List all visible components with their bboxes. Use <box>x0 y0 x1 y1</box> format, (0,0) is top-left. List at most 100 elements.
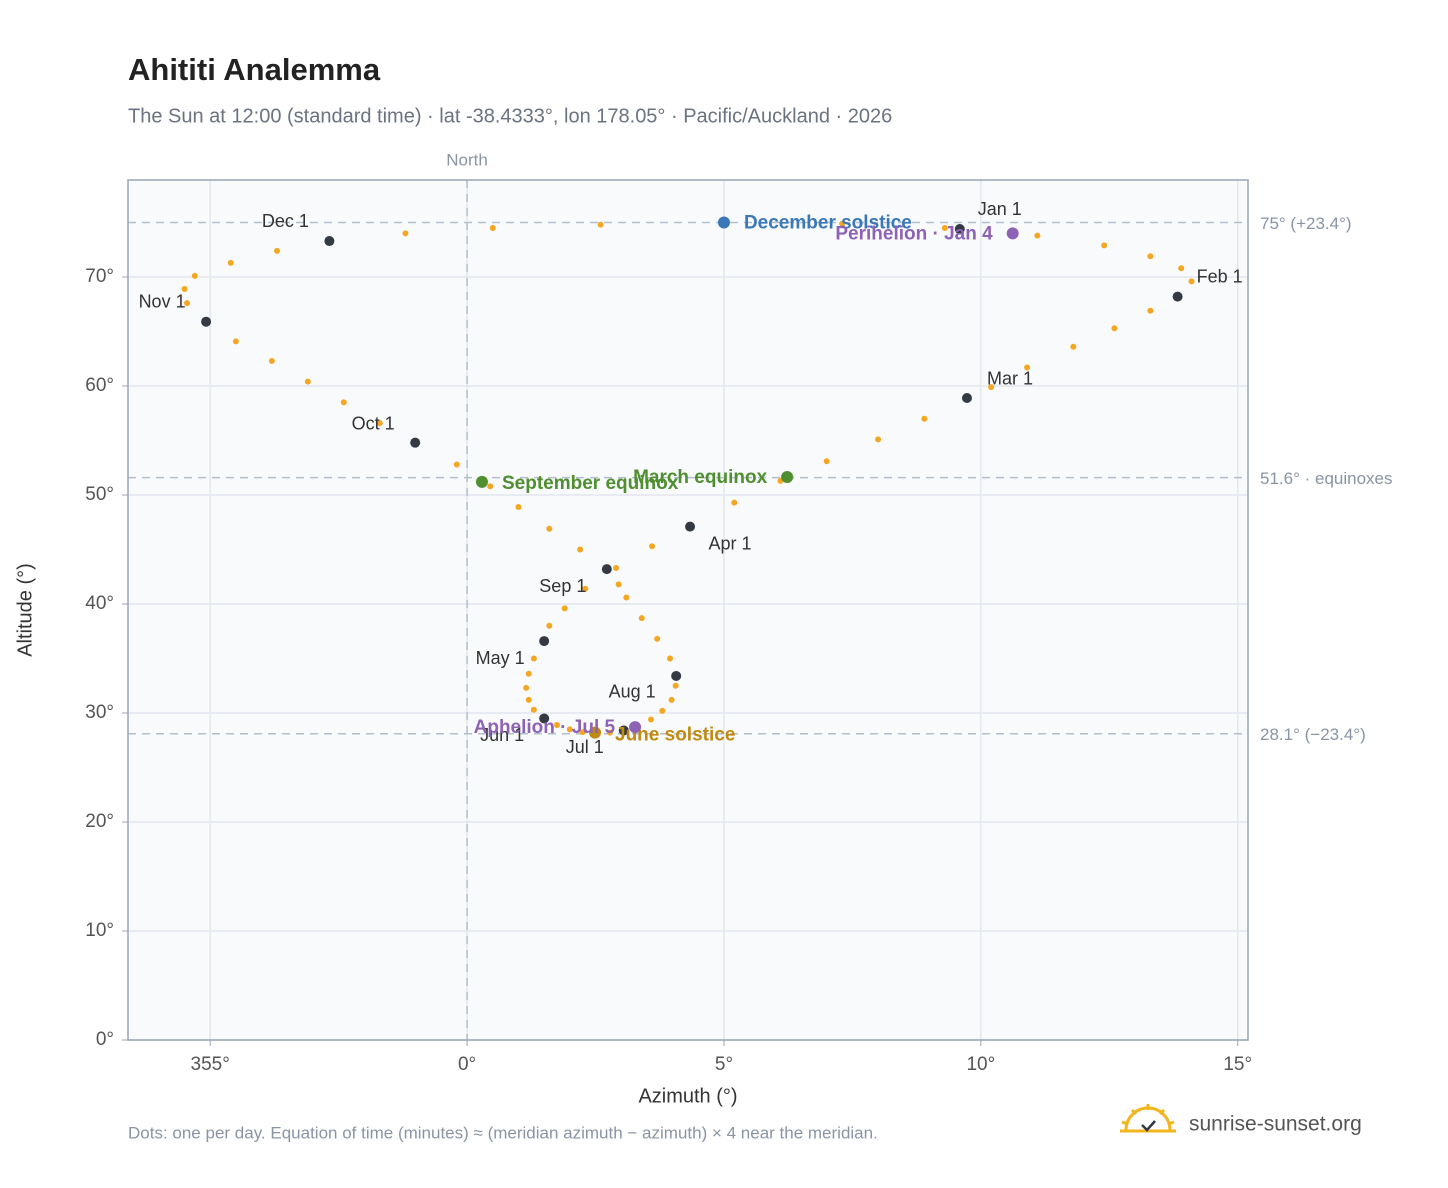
day-dot <box>453 461 460 468</box>
y-tick-label: 50° <box>85 484 114 505</box>
day-dot <box>546 622 553 629</box>
day-dot <box>1101 242 1108 249</box>
event-marker <box>717 216 730 229</box>
month-label: Mar 1 <box>987 369 1033 389</box>
day-dot <box>1111 325 1118 332</box>
month-label: Jun 1 <box>480 725 524 745</box>
y-tick-label: 10° <box>85 920 114 941</box>
event-label: September equinox <box>502 473 679 494</box>
y-tick-label: 30° <box>85 702 114 723</box>
day-dot <box>579 729 586 736</box>
month-label: Oct 1 <box>352 413 395 433</box>
day-dot <box>1024 364 1031 371</box>
month-label: Jan 1 <box>978 199 1022 219</box>
day-dot <box>553 721 560 728</box>
month-marker <box>671 670 682 681</box>
day-dot <box>523 684 530 691</box>
day-dot <box>227 259 234 266</box>
day-dot <box>232 338 239 345</box>
event-marker <box>1006 227 1019 240</box>
day-dot <box>638 615 645 622</box>
note: Dots: one per day. Equation of time (min… <box>128 1123 878 1142</box>
month-marker <box>324 236 335 247</box>
brand-logo <box>1120 1104 1176 1133</box>
y-tick-label: 40° <box>85 593 114 614</box>
event-label: Perihelion · Jan 4 <box>835 223 993 244</box>
day-dot <box>1034 232 1041 239</box>
month-label: Sep 1 <box>539 576 586 596</box>
month-label: Apr 1 <box>709 533 752 553</box>
day-dot <box>731 499 738 506</box>
event-marker <box>629 721 642 734</box>
day-dot <box>921 415 928 422</box>
month-marker <box>601 564 612 575</box>
event-label: December solstice <box>744 213 912 234</box>
day-dot <box>340 399 347 406</box>
month-label: May 1 <box>476 648 525 668</box>
month-label: Jul 1 <box>566 737 604 757</box>
day-dot <box>577 546 584 553</box>
month-label: Aug 1 <box>609 682 656 702</box>
month-marker <box>539 636 550 647</box>
day-dot <box>376 420 383 427</box>
month-marker <box>1172 291 1183 302</box>
day-dot <box>268 357 275 364</box>
day-dot <box>582 585 589 592</box>
reference-label: 75° (+23.4°) <box>1260 214 1352 233</box>
y-tick-label: 60° <box>85 375 114 396</box>
day-dot <box>487 483 494 490</box>
markers: Jan 1 Feb 1 Mar 1 Apr 1 May 1 Jun 1 Jul 1 Aug 1… <box>139 199 1243 757</box>
day-dot <box>181 285 188 292</box>
reference-label: 51.6° · equinoxes <box>1260 469 1393 488</box>
y-tick-label: 0° <box>96 1029 114 1050</box>
event-label: Aphelion · Jul 5 <box>474 717 616 738</box>
brand: sunrise-sunset.org <box>1189 1113 1362 1136</box>
month-label: Nov 1 <box>139 291 186 311</box>
day-dot <box>988 384 995 391</box>
day-dot <box>606 729 613 736</box>
day-dot <box>530 706 537 713</box>
month-label: Dec 1 <box>262 211 309 231</box>
day-dot <box>597 221 604 228</box>
month-marker <box>954 224 965 235</box>
day-dot <box>875 436 882 443</box>
day-dot <box>561 605 568 612</box>
event-marker <box>781 471 794 484</box>
y-tick-label: 70° <box>85 266 114 287</box>
event-label: March equinox <box>633 467 768 488</box>
plot-border <box>127 179 1249 1041</box>
day-dot <box>184 300 191 307</box>
x-axis-label: Azimuth (°) <box>638 1085 737 1107</box>
day-dot <box>613 565 620 572</box>
day-dot <box>823 458 830 465</box>
event-label: June solstice <box>615 725 735 746</box>
day-dot <box>273 247 280 254</box>
day-dot <box>654 635 661 642</box>
day-dot <box>1178 265 1185 272</box>
day-dot <box>1070 343 1077 350</box>
day-dot <box>672 682 679 689</box>
x-tick-label: 15° <box>1223 1054 1252 1075</box>
day-dot <box>615 581 622 588</box>
day-dot <box>191 272 198 279</box>
month-marker <box>410 437 421 448</box>
day-dot <box>659 707 666 714</box>
chart-subtitle: The Sun at 12:00 (standard time) · lat -… <box>128 105 892 127</box>
month-marker <box>539 713 550 724</box>
y-tick-label: 20° <box>85 811 114 832</box>
day-dot <box>668 696 675 703</box>
day-dot <box>546 525 553 532</box>
x-tick-label: 10° <box>966 1054 995 1075</box>
day-dot <box>648 716 655 723</box>
day-dot <box>304 378 311 385</box>
north-label: North <box>446 150 488 169</box>
month-label: Feb 1 <box>1197 266 1243 286</box>
plot-area <box>128 180 1248 1040</box>
day-dot <box>623 594 630 601</box>
day-dot <box>515 503 522 510</box>
day-dot <box>402 230 409 237</box>
day-dot <box>566 726 573 733</box>
day-dot <box>839 220 846 227</box>
x-tick-label: 0° <box>458 1054 476 1075</box>
